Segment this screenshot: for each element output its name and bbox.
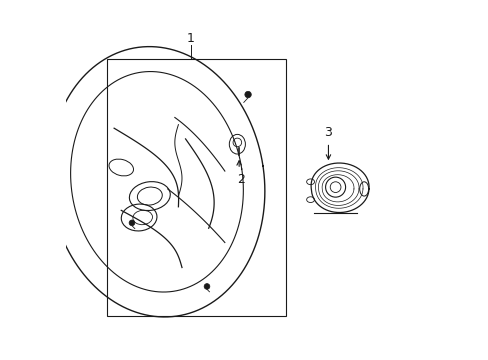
Circle shape	[129, 220, 135, 226]
Text: 2: 2	[237, 173, 244, 186]
Bar	[107, 59, 285, 316]
Text: 3: 3	[324, 126, 332, 139]
Circle shape	[203, 284, 209, 289]
Circle shape	[244, 91, 251, 98]
Text: 1: 1	[186, 32, 194, 45]
